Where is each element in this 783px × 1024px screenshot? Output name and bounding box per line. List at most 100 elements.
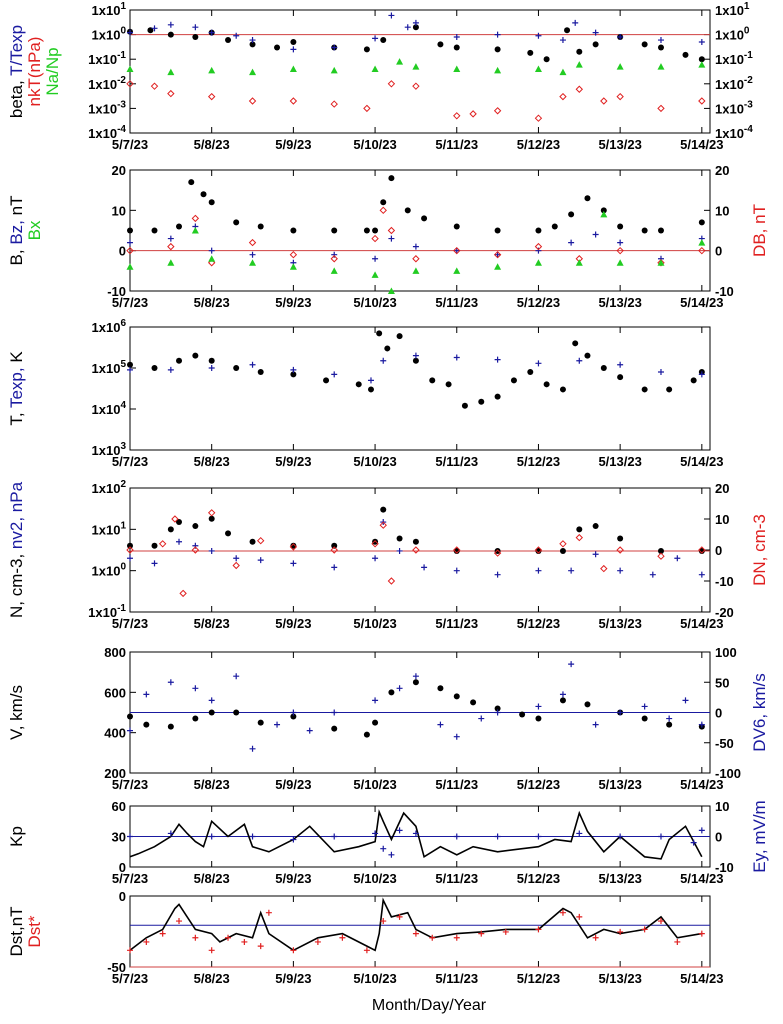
x-axis-title: Month/Day/Year (372, 997, 487, 1014)
data-point (367, 377, 374, 384)
data-point (543, 381, 550, 388)
x-tick-label: 5/7/23 (112, 777, 148, 792)
data-point (575, 533, 584, 542)
data-point (600, 564, 608, 573)
data-point (534, 114, 543, 122)
data-point (233, 219, 240, 226)
x-tick-label: 5/8/23 (194, 971, 230, 986)
data-point (657, 368, 664, 375)
data-point (363, 731, 370, 738)
data-point (249, 251, 256, 258)
data-point (698, 571, 705, 578)
data-point (534, 242, 543, 251)
data-point (494, 356, 501, 363)
data-point (290, 947, 297, 954)
data-point (208, 255, 216, 262)
y2-tick-label: 0 (715, 244, 722, 259)
data-point (478, 398, 485, 405)
data-point (176, 538, 183, 545)
data-point (617, 374, 624, 381)
data-point (535, 567, 542, 574)
plot-frame (129, 9, 711, 134)
data-point (167, 830, 174, 837)
data-point (461, 402, 468, 409)
y2-tick-label: 1x101 (715, 1, 750, 18)
y2-axis-label: Ey, mV/m (750, 800, 769, 872)
data-point (207, 509, 216, 517)
data-point (519, 711, 526, 718)
y2-axis-label: DB, nT (750, 204, 769, 257)
panel-p3: 5/7/23 5/8/23 5/9/23 5/10/23 5/11/23 5/12/23 5… (7, 318, 724, 469)
data-point (412, 243, 419, 250)
data-point (387, 577, 396, 585)
data-point (331, 44, 338, 51)
x-tick-label: 5/14/23 (680, 454, 723, 469)
data-point (151, 560, 158, 567)
x-tick-label: 5/7/23 (112, 871, 148, 886)
y2-tick-label: -100 (715, 766, 741, 781)
data-point (372, 538, 379, 545)
data-point (176, 918, 183, 925)
data-point (208, 199, 215, 206)
data-point (127, 947, 133, 954)
panel-p4: 5/7/23 5/8/23 5/9/23 5/10/23 5/11/23 5/12/23 5… (7, 479, 769, 631)
data-point (592, 551, 599, 558)
data-point (429, 377, 436, 384)
data-point (376, 330, 383, 337)
data-point (572, 340, 579, 347)
data-point (167, 259, 175, 266)
data-point (289, 250, 298, 259)
data-point (657, 63, 665, 70)
data-point (208, 357, 215, 364)
data-point (159, 930, 166, 937)
x-tick-label: 5/7/23 (112, 295, 148, 310)
data-point (592, 523, 599, 530)
data-point (535, 360, 542, 367)
y2-axis-label: DV6, km/s (750, 673, 769, 751)
data-point (641, 386, 648, 393)
data-point (387, 226, 396, 235)
data-point (584, 701, 591, 708)
y-tick-label: -10 (107, 284, 126, 299)
data-point (330, 255, 338, 263)
data-point (616, 63, 624, 70)
data-point (380, 357, 387, 364)
data-point (248, 97, 257, 105)
plot-frame (129, 169, 711, 292)
x-tick-label: 5/8/23 (194, 871, 230, 886)
data-point (289, 263, 297, 270)
y-tick-label: 1x100 (92, 26, 127, 43)
data-point (535, 247, 542, 254)
data-point (249, 745, 256, 752)
data-point (568, 567, 575, 574)
x-tick-label: 5/11/23 (435, 454, 478, 469)
data-point (192, 685, 199, 692)
data-point (248, 238, 257, 247)
y-tick-label: -50 (107, 960, 126, 975)
data-point (330, 100, 338, 108)
data-point (698, 97, 706, 105)
y-tick-label: 1x100 (92, 562, 127, 579)
y-tick-label: 1x102 (92, 479, 127, 496)
data-point (617, 709, 624, 716)
y-tick-label: 1x105 (92, 359, 127, 376)
x-tick-label: 5/11/23 (435, 871, 478, 886)
data-point (575, 259, 583, 266)
data-point (289, 65, 297, 72)
data-point (559, 691, 566, 698)
data-point (179, 589, 187, 598)
data-point (388, 689, 395, 696)
data-point (290, 560, 297, 567)
data-point (330, 546, 338, 554)
x-tick-label: 5/8/23 (194, 616, 230, 631)
data-point (617, 535, 624, 542)
data-point (363, 104, 371, 113)
data-point (649, 571, 656, 578)
data-point (127, 833, 133, 840)
data-point (380, 37, 387, 44)
data-point (494, 705, 501, 712)
data-point (127, 227, 133, 234)
data-point (384, 345, 391, 352)
data-point (493, 549, 502, 557)
data-point (412, 673, 419, 680)
